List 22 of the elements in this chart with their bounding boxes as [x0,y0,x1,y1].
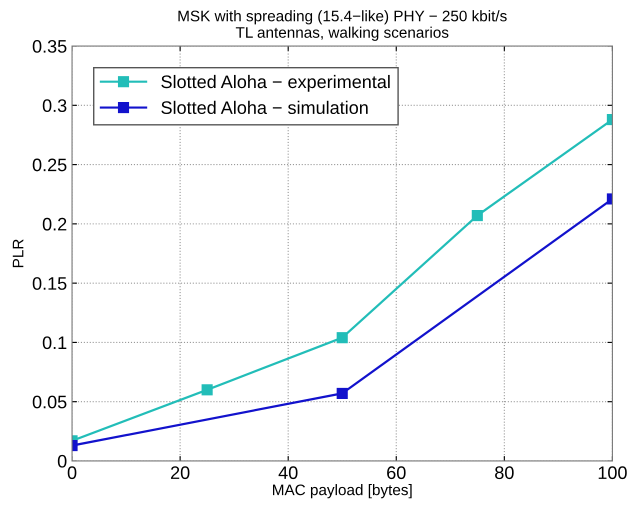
legend-label: Slotted Aloha − experimental [161,74,390,92]
y-tick-label: 0.25 [32,158,66,172]
y-tick-label: 0.2 [42,218,66,231]
y-tick-label: 0.1 [42,336,66,350]
x-tick-label: 100 [598,466,627,480]
x-tick-label: 80 [495,466,514,480]
x-tick-label: 60 [387,466,406,480]
x-tick-label: 20 [170,466,190,480]
y-tick-label: 0.35 [32,40,66,53]
x-tick-label: 0 [68,466,76,480]
y-tick-label: 0.15 [32,277,66,290]
point [202,384,213,396]
x-axis-title: MAC payload [bytes] [273,484,412,498]
x-tick-label: 40 [278,466,298,480]
point [336,332,348,344]
y-tick-label: 0.05 [32,396,66,408]
y-tick-label: 0 [58,454,66,468]
chart-title: MSK with spreading (15.4−like) PHY − 250 kbit/s TL antennas, walking scenarios [178,10,507,41]
y-tick-label: 0.3 [42,99,66,112]
legend-label: Slotted Aloha − simulation [161,100,368,114]
y-axis-title: PLR [12,239,24,268]
point [472,210,483,222]
